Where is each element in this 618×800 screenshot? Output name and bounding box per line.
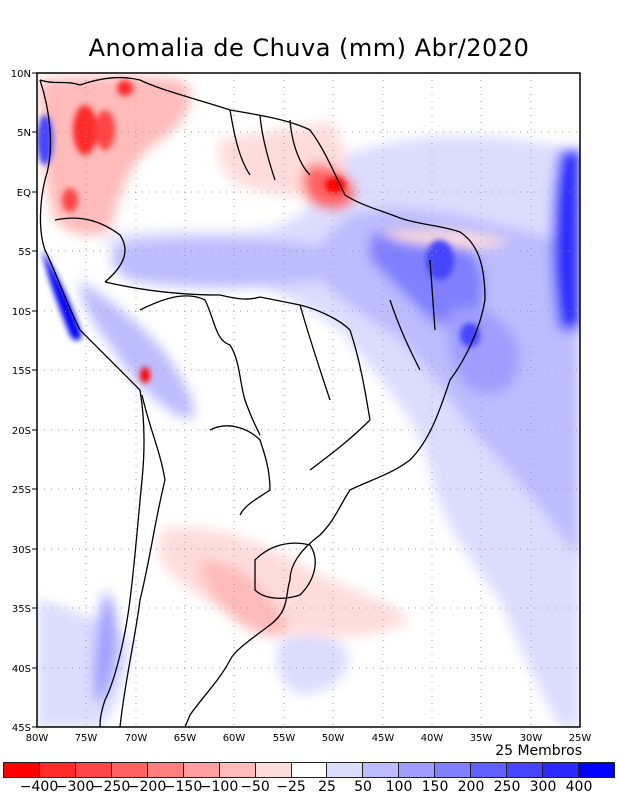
border-argentina-chile: [119, 394, 166, 727]
lon-label: 65W: [174, 733, 197, 744]
colorbar-box: [39, 763, 76, 777]
lon-label: 50W: [322, 733, 345, 744]
anomaly-region-argentina-pampas: [160, 527, 410, 637]
lat-label: 35S: [12, 604, 31, 615]
lat-label: 5S: [18, 247, 31, 258]
lat-label: 15S: [12, 366, 31, 377]
colorbar-box: [75, 763, 112, 777]
anomaly-region-argentina-central: [200, 560, 290, 636]
anomaly-region-east-atlantic: [552, 150, 580, 330]
lon-label: 30W: [520, 733, 543, 744]
lon-label: 35W: [470, 733, 493, 744]
colorbar-label: 400: [565, 779, 593, 795]
coastline-pacific: [39, 79, 145, 727]
border-paraguay: [209, 425, 271, 516]
lat-label: 30S: [12, 545, 31, 556]
colorbar-box: [327, 763, 364, 777]
coastline: [39, 76, 486, 727]
border-guianas: [229, 109, 311, 181]
colorbar-box: [4, 763, 40, 777]
anomaly-peak-colombia-2: [95, 110, 115, 150]
colorbar-box: [579, 763, 614, 777]
lat-label: 10S: [12, 307, 31, 318]
border-uruguay: [254, 542, 316, 599]
colorbar-box: [507, 763, 544, 777]
lat-label: 40S: [12, 664, 31, 675]
lon-label: 70W: [125, 733, 148, 744]
colorbar-box: [543, 763, 579, 777]
anomaly-region-argentina-sw: [277, 629, 350, 694]
colorbar-label: 50: [354, 779, 372, 795]
lon-label: 25W: [569, 733, 592, 744]
anomaly-peak-ecuador: [62, 188, 78, 212]
lon-label: 80W: [26, 733, 49, 744]
lat-label: 45S: [12, 723, 31, 734]
rainfall-anomaly-map: 10N 5N EQ 5S 10S 15S 20S 25S 30S 35S 40S…: [11, 69, 592, 744]
lon-label: 55W: [273, 733, 296, 744]
lon-label: 45W: [372, 733, 395, 744]
lat-label: EQ: [17, 188, 31, 199]
anomaly-region-ceara: [370, 228, 484, 327]
colorbar-label: −400: [19, 779, 59, 795]
longitude-axis: 80W 75W 70W 65W 60W 55W 50W 45W 40W 35W …: [26, 733, 592, 744]
lat-label: 20S: [12, 426, 31, 437]
colorbar-label: −150: [163, 779, 203, 795]
colorbar-label: 300: [529, 779, 557, 795]
anomaly-peak-amapa: [325, 177, 345, 193]
lon-label: 40W: [421, 733, 444, 744]
map-frame: [36, 72, 581, 728]
colorbar-label: 25: [318, 779, 336, 795]
lon-label: 60W: [223, 733, 246, 744]
colorbar-label: 200: [457, 779, 485, 795]
colorbar-box: [435, 763, 472, 777]
anomaly-region-atlantic-band: [380, 228, 510, 249]
colorbar-box: [111, 763, 148, 777]
anomaly-field: [37, 73, 580, 727]
border-brazil-states: [299, 259, 436, 471]
colorbar-box: [471, 763, 508, 777]
colorbar-box: [363, 763, 400, 777]
colorbar-box: [219, 763, 256, 777]
colorbar-box: [147, 763, 184, 777]
anomaly-peak-pacific: [37, 115, 53, 165]
colorbar-label: 150: [421, 779, 449, 795]
colorbar: [3, 762, 615, 778]
lat-label: 10N: [11, 69, 31, 80]
anomaly-region-amazon: [111, 238, 335, 288]
map-title: Anomalia de Chuva (mm) Abr/2020: [88, 34, 530, 62]
colorbar-label: 100: [385, 779, 413, 795]
anomaly-peak-venezuela: [117, 80, 133, 96]
colorbar-label: −300: [55, 779, 95, 795]
lon-label: 75W: [75, 733, 98, 744]
colorbar-label: −200: [127, 779, 167, 795]
colorbar-box: [291, 763, 328, 777]
border-brazil-west: [104, 281, 351, 331]
anomaly-peak-colombia-1: [73, 105, 97, 155]
anomaly-peak-peru-andes: [42, 250, 82, 341]
ensemble-members-note: 25 Membros: [495, 743, 582, 759]
colorbar-box: [399, 763, 436, 777]
latitude-axis: 10N 5N EQ 5S 10S 15S 20S 25S 30S 35S 40S…: [11, 69, 37, 734]
border-brazil-bolivia: [139, 295, 261, 436]
border-colombia-peru: [54, 217, 126, 283]
anomaly-peak-bolivia: [140, 367, 150, 383]
colorbar-label: −50: [240, 779, 270, 795]
colorbar-box: [255, 763, 292, 777]
lat-label: 25S: [12, 485, 31, 496]
anomaly-region-chile-coast: [93, 590, 117, 703]
colorbar-labels: −400 −300 −250 −200 −150 −100 −50 −25 25 50 100 150…: [0, 779, 618, 799]
lat-label: 5N: [17, 128, 31, 139]
anomaly-peak-ceara: [426, 240, 454, 280]
anomaly-region-peru-bolivia: [80, 280, 194, 420]
anomaly-region-northeast: [311, 208, 580, 560]
colorbar-label: −250: [91, 779, 131, 795]
colorbar-box: [183, 763, 220, 777]
country-borders: [39, 76, 486, 727]
colorbar-label: −100: [199, 779, 239, 795]
colorbar-label: 250: [493, 779, 521, 795]
anomaly-peak-pernambuco: [460, 323, 480, 347]
colorbar-label: −25: [276, 779, 306, 795]
